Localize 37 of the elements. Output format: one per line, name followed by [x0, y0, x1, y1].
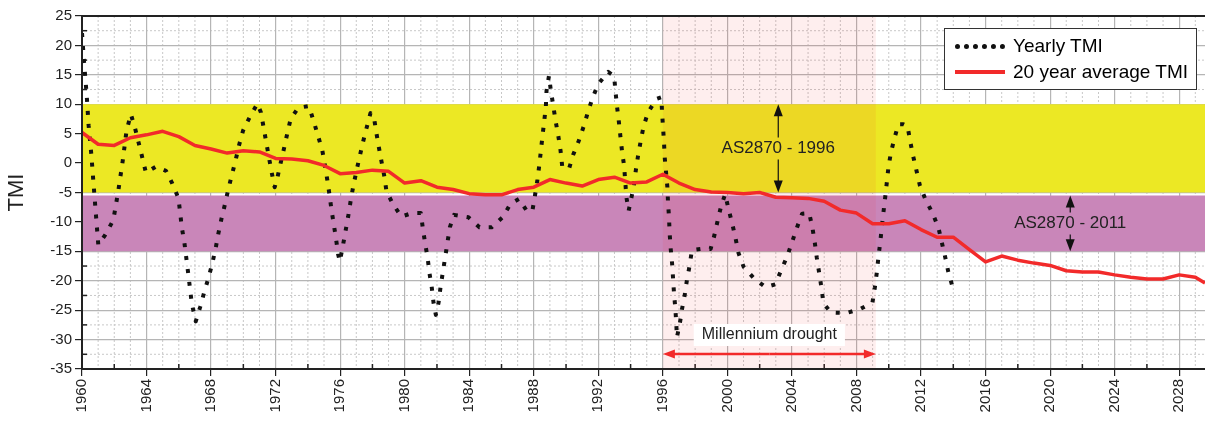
- x-tick-label: 1960: [72, 379, 90, 413]
- x-tick-label: 2024: [1104, 379, 1122, 413]
- x-tick-label: 1976: [330, 379, 348, 413]
- y-tick-label: 0: [63, 153, 72, 171]
- y-tick-label: -30: [50, 329, 72, 347]
- y-tick-label: -20: [50, 270, 72, 288]
- x-tick-label: 1964: [136, 379, 154, 413]
- y-tick-label: 10: [55, 94, 72, 112]
- x-tick-label: 2016: [975, 379, 993, 413]
- x-tick-label: 1972: [265, 379, 283, 413]
- y-tick-label: 15: [55, 64, 72, 82]
- x-tick-label: 2004: [782, 379, 800, 413]
- y-tick-label: -10: [50, 212, 72, 230]
- x-tick-label: 1984: [459, 379, 477, 413]
- x-tick-label: 1980: [394, 379, 412, 413]
- y-tick-label: -25: [50, 300, 72, 318]
- x-tick-label: 2008: [846, 379, 864, 413]
- x-tick-label: 2028: [1169, 379, 1187, 413]
- x-tick-label: 2000: [717, 379, 735, 413]
- y-tick-label: -35: [50, 359, 72, 377]
- y-tick-label: -15: [50, 241, 72, 259]
- x-tick-label: 2020: [1040, 379, 1058, 413]
- x-tick-label: 1968: [201, 379, 219, 413]
- y-tick-label: -5: [58, 182, 72, 200]
- band-label: Millennium drought: [701, 325, 838, 343]
- x-tick-label: 1992: [588, 379, 606, 413]
- y-tick-label: 20: [55, 35, 72, 53]
- x-tick-label: 2012: [911, 379, 929, 413]
- band-label: AS2870 - 1996: [721, 138, 835, 158]
- y-tick-label: 5: [63, 123, 72, 141]
- legend-label: 20 year average TMI: [1013, 60, 1188, 84]
- legend-label: Yearly TMI: [1013, 34, 1103, 58]
- x-tick-label: 1988: [523, 379, 541, 413]
- y-tick-label: 25: [55, 6, 72, 24]
- band-label: AS2870 - 2011: [1014, 213, 1127, 233]
- y-axis-title: TMI: [3, 173, 29, 212]
- x-tick-label: 1996: [653, 379, 670, 413]
